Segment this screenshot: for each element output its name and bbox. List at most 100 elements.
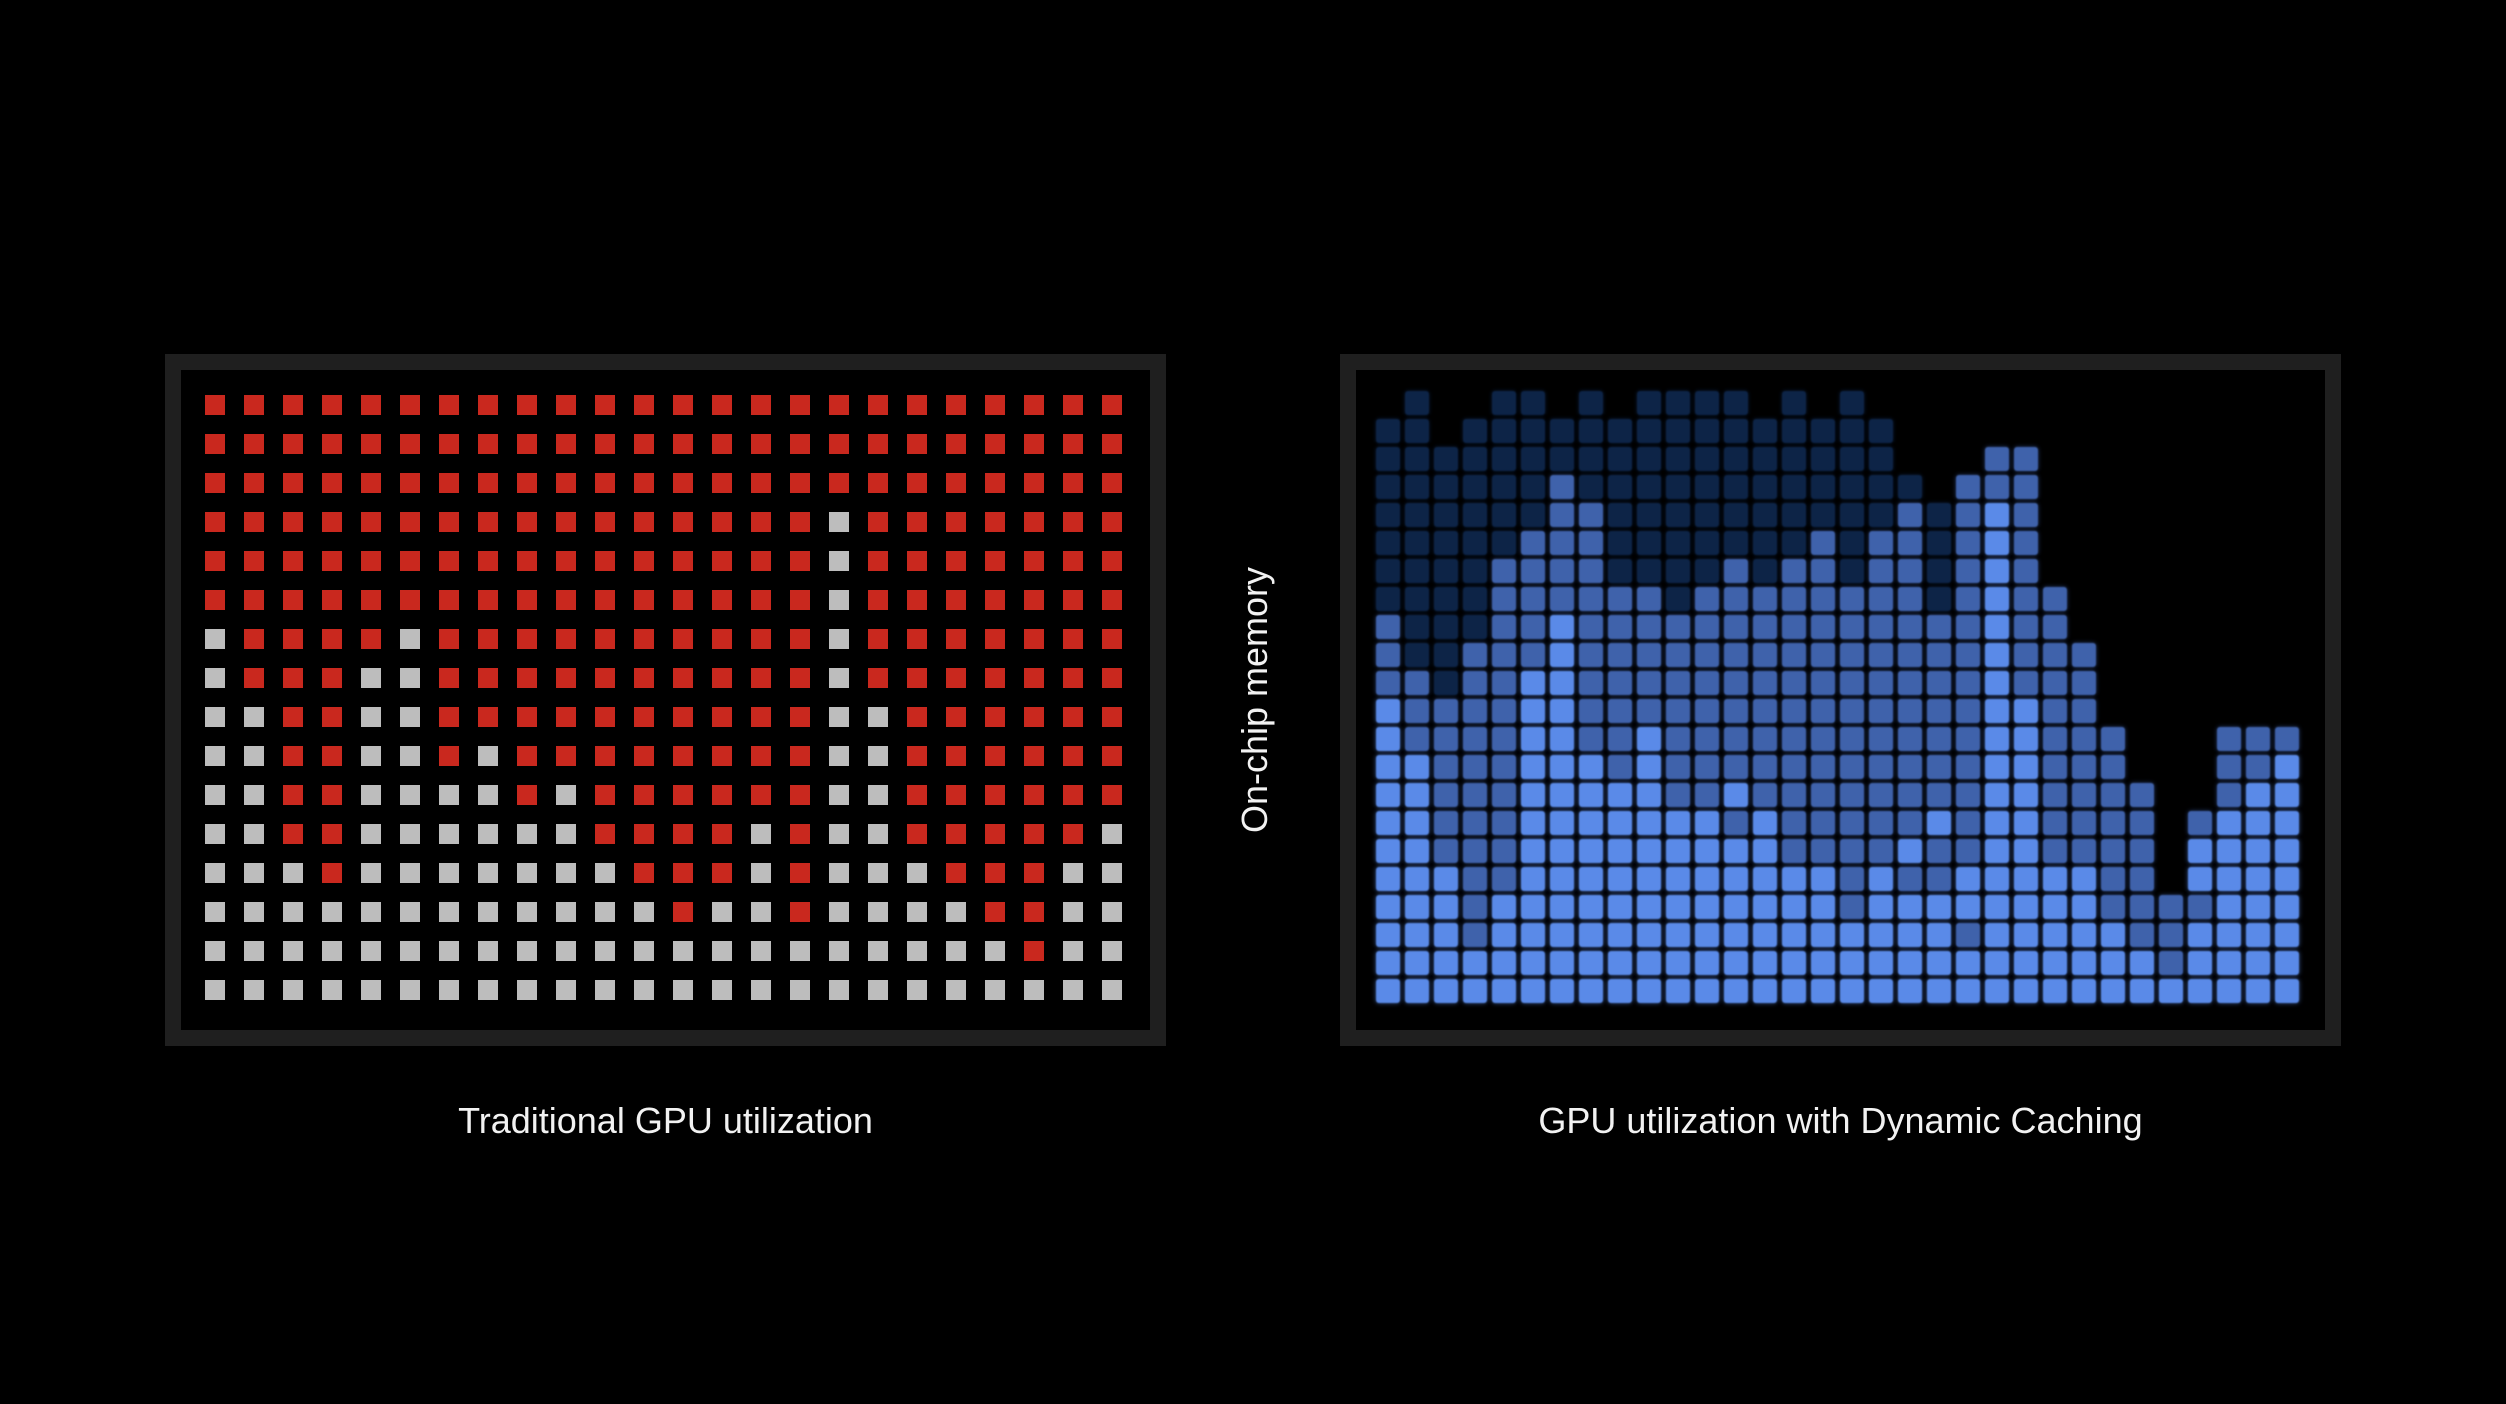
memory-cell-cached — [2159, 979, 2183, 1003]
memory-cell-cached — [2159, 951, 2183, 975]
memory-cell-unused — [1102, 863, 1122, 883]
memory-cell-cached — [2014, 923, 2038, 947]
memory-cell-cached — [2072, 643, 2096, 667]
memory-cell-unused — [829, 980, 849, 1000]
memory-cell-cached — [1608, 783, 1632, 807]
memory-cell-cached — [2072, 923, 2096, 947]
memory-cell-unused — [205, 824, 225, 844]
memory-cell-cached — [1811, 475, 1835, 499]
memory-cell-cached — [2072, 951, 2096, 975]
memory-cell-cached — [1405, 895, 1429, 919]
memory-cell-cached — [1492, 475, 1516, 499]
memory-cell-allocated — [751, 551, 771, 571]
memory-cell-cached — [2188, 951, 2212, 975]
memory-cell-cached — [1956, 699, 1980, 723]
memory-cell-cached — [1666, 783, 1690, 807]
memory-cell-empty — [2130, 447, 2154, 471]
memory-cell-cached — [2043, 895, 2067, 919]
memory-cell-cached — [1753, 643, 1777, 667]
memory-cell-cached — [2275, 727, 2299, 751]
memory-cell-allocated — [595, 590, 615, 610]
memory-cell-empty — [2130, 671, 2154, 695]
memory-cell-cached — [1463, 531, 1487, 555]
memory-cell-cached — [1521, 699, 1545, 723]
memory-cell-cached — [1753, 419, 1777, 443]
memory-cell-unused — [829, 746, 849, 766]
memory-cell-cached — [1550, 475, 1574, 499]
memory-cell-cached — [1666, 503, 1690, 527]
memory-cell-empty — [2275, 447, 2299, 471]
memory-cell-cached — [1550, 615, 1574, 639]
memory-cell-cached — [1956, 839, 1980, 863]
memory-cell-allocated — [283, 746, 303, 766]
memory-cell-cached — [1579, 531, 1603, 555]
memory-cell-cached — [1666, 531, 1690, 555]
memory-cell-cached — [1376, 979, 1400, 1003]
memory-cell-cached — [1550, 867, 1574, 891]
memory-cell-empty — [2159, 615, 2183, 639]
memory-cell-empty — [2275, 615, 2299, 639]
memory-cell-unused — [244, 707, 264, 727]
memory-cell-cached — [1579, 699, 1603, 723]
memory-cell-cached — [1724, 503, 1748, 527]
memory-cell-empty — [2159, 475, 2183, 499]
memory-cell-allocated — [907, 629, 927, 649]
memory-cell-unused — [1063, 941, 1083, 961]
memory-cell-cached — [1579, 923, 1603, 947]
memory-cell-cached — [1434, 531, 1458, 555]
memory-cell-allocated — [1063, 785, 1083, 805]
memory-cell-allocated — [1063, 434, 1083, 454]
memory-cell-cached — [1956, 727, 1980, 751]
memory-cell-cached — [2130, 839, 2154, 863]
memory-cell-cached — [1666, 615, 1690, 639]
memory-cell-unused — [400, 902, 420, 922]
memory-cell-allocated — [556, 629, 576, 649]
memory-cell-unused — [400, 707, 420, 727]
memory-cell-cached — [1724, 727, 1748, 751]
memory-cell-cached — [1492, 419, 1516, 443]
memory-cell-allocated — [244, 395, 264, 415]
memory-cell-empty — [2246, 587, 2270, 611]
memory-cell-cached — [1927, 643, 1951, 667]
memory-cell-cached — [1724, 391, 1748, 415]
memory-cell-cached — [1492, 447, 1516, 471]
memory-cell-cached — [1666, 923, 1690, 947]
memory-cell-unused — [829, 941, 849, 961]
memory-cell-cached — [1521, 867, 1545, 891]
memory-cell-cached — [1811, 531, 1835, 555]
memory-cell-allocated — [478, 551, 498, 571]
memory-cell-cached — [2043, 867, 2067, 891]
memory-cell-unused — [946, 941, 966, 961]
memory-cell-cached — [1550, 923, 1574, 947]
memory-cell-empty — [2188, 531, 2212, 555]
memory-cell-cached — [1463, 867, 1487, 891]
memory-cell-cached — [1608, 419, 1632, 443]
memory-cell-cached — [1956, 531, 1980, 555]
memory-cell-cached — [1927, 587, 1951, 611]
memory-cell-cached — [1550, 643, 1574, 667]
memory-cell-unused — [361, 785, 381, 805]
memory-cell-cached — [1521, 951, 1545, 975]
memory-cell-cached — [1550, 419, 1574, 443]
memory-cell-cached — [1898, 895, 1922, 919]
memory-cell-cached — [1869, 699, 1893, 723]
memory-cell-cached — [1898, 615, 1922, 639]
memory-cell-cached — [1695, 391, 1719, 415]
memory-cell-allocated — [712, 863, 732, 883]
memory-cell-unused — [439, 980, 459, 1000]
memory-cell-empty — [2188, 391, 2212, 415]
memory-cell-empty — [2130, 475, 2154, 499]
memory-cell-cached — [1898, 979, 1922, 1003]
memory-cell-allocated — [673, 785, 693, 805]
memory-cell-cached — [1956, 503, 1980, 527]
memory-cell-empty — [1550, 391, 1574, 415]
memory-cell-cached — [1608, 615, 1632, 639]
memory-cell-empty — [2217, 643, 2241, 667]
memory-cell-allocated — [283, 473, 303, 493]
memory-cell-cached — [1782, 811, 1806, 835]
memory-cell-unused — [439, 902, 459, 922]
memory-cell-cached — [1521, 447, 1545, 471]
memory-cell-allocated — [790, 473, 810, 493]
memory-cell-cached — [1840, 419, 1864, 443]
memory-cell-cached — [1811, 867, 1835, 891]
